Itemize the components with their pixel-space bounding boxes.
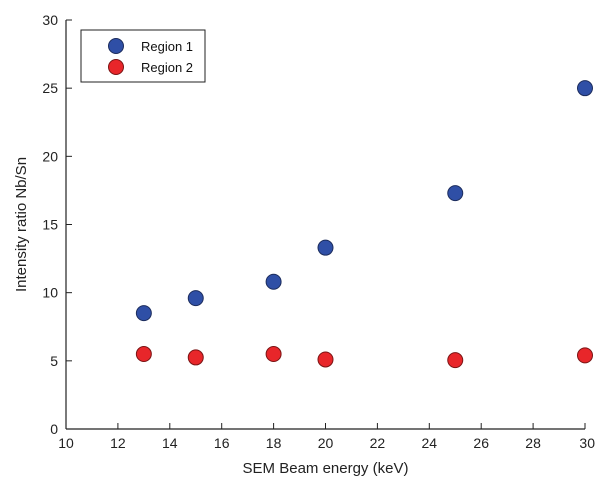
y-tick-label: 25: [42, 80, 58, 96]
point-region-2: [447, 352, 464, 369]
x-tick-label: 12: [110, 435, 126, 451]
x-tick-label: 20: [318, 435, 334, 451]
x-tick-label: 26: [473, 435, 489, 451]
point-region-1: [577, 80, 593, 97]
point-region-1: [317, 239, 334, 256]
x-tick-label: 10: [58, 435, 74, 451]
x-axis-title: SEM Beam energy (keV): [243, 460, 409, 477]
y-tick-label: 0: [50, 421, 58, 437]
y-tick-label: 5: [50, 353, 58, 369]
x-tick-label: 16: [214, 435, 230, 451]
y-tick-label: 15: [42, 217, 58, 233]
point-region-2: [317, 351, 334, 368]
x-tick-label: 28: [525, 435, 541, 451]
legend-box: [80, 29, 206, 83]
point-region-2: [187, 349, 204, 366]
legend-label-region-2: Region 2: [141, 60, 193, 75]
x-tick-label: 22: [370, 435, 386, 451]
y-axis-title: Intensity ratio Nb/Sn: [13, 157, 30, 292]
point-region-2: [135, 346, 152, 363]
legend: Region 1 Region 2: [80, 29, 206, 83]
y-tick-label: 30: [42, 12, 58, 28]
x-tick-label: 18: [266, 435, 282, 451]
x-tick-label: 30: [579, 435, 595, 451]
point-region-1: [135, 305, 152, 322]
data-points: [135, 80, 593, 369]
point-region-1: [265, 273, 282, 290]
point-region-1: [447, 185, 464, 202]
y-tick-label: 10: [42, 285, 58, 301]
point-region-2: [265, 346, 282, 363]
y-ticks: 0 5 10 15 20 25 30: [42, 12, 72, 437]
legend-marker-region-1: [108, 38, 124, 54]
x-tick-label: 24: [422, 435, 438, 451]
x-tick-label: 14: [162, 435, 178, 451]
point-region-2: [577, 347, 593, 364]
legend-label-region-1: Region 1: [141, 39, 193, 54]
legend-marker-region-2: [108, 59, 124, 75]
y-tick-label: 20: [42, 148, 58, 164]
x-ticks: 10 12 14 16 18 20 22 24 26 28 30: [58, 423, 595, 451]
point-region-1: [187, 290, 204, 307]
